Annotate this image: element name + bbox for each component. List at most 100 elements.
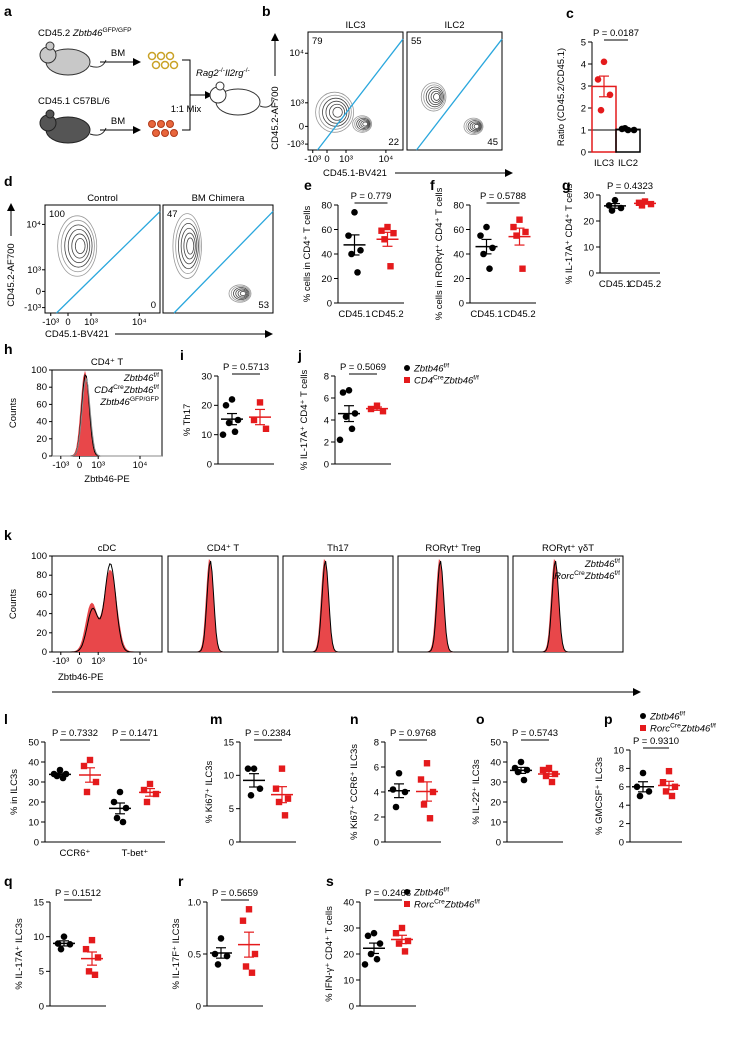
legend-item: CD4CreZbtb46f/f <box>404 375 479 387</box>
data-point <box>551 770 559 778</box>
data-point <box>608 207 616 214</box>
x-tick-label: 0 <box>77 460 82 471</box>
chart-panel: e 0 20 40 60 80 % cells in CD4⁺ T cells CD45.1 C… <box>302 177 404 320</box>
contour <box>356 117 371 131</box>
y-tick-label: -10³ <box>24 303 41 314</box>
y-tick-label: 40 <box>28 757 39 768</box>
data-point <box>59 774 67 782</box>
y-axis-label: % IFN-γ⁺ CD4⁺ T cells <box>324 906 335 1002</box>
superscript: Cre <box>433 375 444 382</box>
p-value: P = 0.5713 <box>223 362 269 373</box>
text-part: Zbtb46 <box>123 373 154 384</box>
data-point <box>617 204 625 212</box>
x-tick-label: ILC3 <box>594 158 614 169</box>
data-point <box>250 765 258 772</box>
gate-percent: 53 <box>258 300 269 311</box>
y-tick-label: 2 <box>581 103 586 114</box>
p-value: P = 0.1471 <box>112 728 158 739</box>
superscript: f/f <box>444 887 450 894</box>
plot-title: RORγt⁺ Treg <box>425 543 480 554</box>
y-axis-label: % in ILC3s <box>9 769 20 815</box>
y-tick-label: 5 <box>229 804 234 815</box>
y-tick-label: 30 <box>28 777 39 788</box>
superscript: f/f <box>444 363 450 370</box>
error-bar <box>394 783 404 799</box>
data-point <box>56 766 64 774</box>
data-point <box>542 772 550 780</box>
data-point <box>225 419 233 427</box>
contour <box>175 218 201 274</box>
plot-title: cDC <box>98 543 117 554</box>
x-tick-label: 10⁴ <box>133 460 148 471</box>
contour <box>318 94 352 130</box>
data-point <box>83 788 91 796</box>
data-point <box>234 416 242 424</box>
data-point <box>545 764 553 772</box>
plot-frame <box>51 369 163 457</box>
data-point <box>489 244 496 252</box>
data-point <box>395 940 403 947</box>
y-axis-label: % IL-22⁺ ILC3s <box>471 759 482 824</box>
y-tick-label: 4 <box>324 415 329 426</box>
y-tick-label: 10 <box>613 745 624 756</box>
legend-marker <box>404 365 410 371</box>
y-tick-label: 20 <box>201 401 212 412</box>
donor-label: CD45.1 C57BL/6 <box>38 96 110 107</box>
panel-letter: a <box>4 3 12 19</box>
data-point <box>211 950 219 958</box>
data-point <box>53 772 61 780</box>
text-part: Rorc <box>414 900 434 911</box>
y-tick-label: 10 <box>28 817 39 828</box>
cells-orange <box>148 120 178 137</box>
panel-letter: l <box>4 711 8 727</box>
y-axis-label: Ratio (CD45.2/CD45.1) <box>556 48 567 146</box>
legend-entry: CD4CreZbtb46f/f <box>94 384 159 396</box>
superscript: Cre <box>113 384 124 391</box>
superscript: GFP/GFP <box>102 27 132 34</box>
text-part: Il2rg <box>225 68 244 79</box>
contour <box>328 103 345 121</box>
y-tick-label: 60 <box>36 399 47 410</box>
y-tick-label: 0 <box>459 298 464 309</box>
chart-panel: q 0 5 10 15 % IL-17A⁺ ILC3s P = 0.1512 <box>4 873 106 1012</box>
y-tick-label: 10³ <box>27 265 41 276</box>
superscript: f/f <box>710 723 716 730</box>
error-bar <box>216 947 226 959</box>
data-point <box>548 778 556 786</box>
y-tick-label: 20 <box>28 797 39 808</box>
superscript: f/f <box>153 384 159 391</box>
x-tick-label: CCR6⁺ <box>60 848 91 859</box>
y-tick-label: 30 <box>343 923 354 934</box>
superscript: GFP/GFP <box>130 396 160 403</box>
data-point <box>357 247 364 254</box>
data-point <box>641 198 649 205</box>
data-point <box>517 758 525 766</box>
x-tick-label: CD45.1 <box>470 309 502 320</box>
y-tick-label: 80 <box>321 200 332 211</box>
contour <box>180 227 198 265</box>
histogram-line <box>52 377 162 457</box>
y-tick-label: 20 <box>36 434 47 445</box>
mouse-donor-2 <box>39 109 107 144</box>
text-part: Rorc <box>650 724 670 735</box>
p-value: P = 0.1512 <box>55 888 101 899</box>
data-point <box>594 76 602 83</box>
y-axis-label: % Th17 <box>182 404 193 437</box>
data-point <box>423 760 431 767</box>
histogram-line <box>168 560 278 653</box>
y-tick-label: 0 <box>349 1001 354 1012</box>
plot-title: CD4⁺ T <box>91 357 123 368</box>
y-tick-label: 20 <box>321 274 332 285</box>
plot-frame <box>282 555 394 653</box>
y-tick-label: 10 <box>223 771 234 782</box>
superscript: Cre <box>574 570 585 577</box>
data-point <box>119 818 127 826</box>
contour <box>64 224 93 268</box>
data-point <box>239 917 247 924</box>
text-part: CD45.1 C57BL/6 <box>38 96 110 107</box>
text-part: Zbtb46 <box>413 888 444 899</box>
data-point <box>143 798 151 806</box>
data-point <box>86 756 94 764</box>
y-tick-label: 10 <box>343 975 354 986</box>
mouse-donor-1 <box>39 41 107 76</box>
